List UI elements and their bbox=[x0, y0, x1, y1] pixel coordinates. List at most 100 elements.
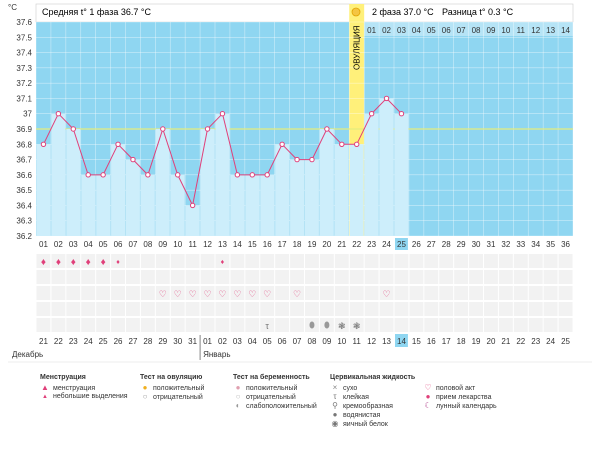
calendar-cell bbox=[424, 318, 439, 332]
calendar-cell bbox=[469, 254, 483, 268]
calendar-cell bbox=[394, 302, 409, 316]
pill-icon: ● bbox=[425, 392, 431, 401]
calendar-cell bbox=[66, 286, 81, 300]
cycle-day-label: 30 bbox=[472, 240, 481, 249]
temperature-bar bbox=[170, 174, 185, 236]
calendar-cell bbox=[230, 270, 245, 284]
calendar-cell bbox=[215, 318, 230, 332]
y-tick-label: 36.2 bbox=[16, 232, 32, 241]
temperature-point bbox=[234, 172, 241, 178]
calendar-date: 12 bbox=[367, 337, 376, 346]
legend: Менструация ▲ менструация ▲ небольшие выде… bbox=[40, 374, 600, 458]
calendar-cell bbox=[469, 318, 483, 332]
phase2-day-label: 11 bbox=[517, 26, 526, 35]
calendar-cell bbox=[558, 302, 573, 316]
drop-light-icon: ▲ bbox=[42, 394, 48, 400]
temperature-point bbox=[368, 111, 375, 117]
temperature-bar bbox=[36, 144, 51, 236]
mucus-egg-white-icon: ❃ bbox=[338, 321, 346, 331]
calendar-cell bbox=[543, 254, 558, 268]
temperature-point bbox=[70, 126, 76, 132]
cycle-day-label: 17 bbox=[278, 240, 287, 249]
calendar-cell bbox=[498, 286, 513, 300]
calendar-cell bbox=[155, 270, 170, 284]
temperature-point bbox=[160, 126, 166, 132]
sticky-icon: τ bbox=[333, 392, 337, 401]
cycle-day-label: 15 bbox=[248, 240, 257, 249]
menstruation-icon: ♦ bbox=[101, 257, 106, 268]
temperature-bar bbox=[319, 129, 334, 236]
temperature-point bbox=[40, 141, 47, 147]
ovulation-label: ОВУЛЯЦИЯ bbox=[353, 25, 362, 70]
test-positive-icon: ● bbox=[235, 383, 241, 392]
temperature-bars bbox=[36, 98, 409, 236]
calendar-cell bbox=[469, 302, 483, 316]
legend-title: Тест на овуляцию bbox=[140, 374, 203, 381]
legend-item: положительный bbox=[246, 385, 298, 392]
calendar-date: 10 bbox=[337, 337, 346, 346]
calendar-cell bbox=[349, 302, 364, 316]
menstruation-icon: ♦ bbox=[41, 257, 46, 268]
calendar-cell bbox=[215, 270, 230, 284]
cycle-day-label: 24 bbox=[382, 240, 391, 249]
temperature-bar bbox=[140, 174, 155, 236]
calendar-cell bbox=[200, 254, 215, 268]
calendar-cell bbox=[513, 270, 528, 284]
spotting-icon: ♦ bbox=[221, 259, 225, 266]
calendar-cell bbox=[260, 270, 275, 284]
cycle-day-label: 20 bbox=[322, 240, 331, 249]
phase1-average: Средняя t° 1 фаза 36.7 °C bbox=[42, 7, 151, 17]
phase2-day-label: 03 bbox=[397, 26, 406, 35]
calendar-date: 19 bbox=[472, 337, 481, 346]
temperature-bar bbox=[245, 174, 260, 236]
calendar-date: 24 bbox=[84, 337, 93, 346]
temperature-point bbox=[115, 141, 121, 147]
moon-icon: ☾ bbox=[424, 401, 432, 410]
calendar-cell bbox=[424, 270, 439, 284]
calendar-cell bbox=[245, 254, 260, 268]
calendar-cell bbox=[305, 270, 319, 284]
phase2-day-label: 14 bbox=[561, 26, 570, 35]
calendar-cell bbox=[305, 302, 319, 316]
calendar-cell bbox=[409, 302, 424, 316]
calendar-cell bbox=[260, 318, 275, 332]
temperature-bar bbox=[275, 144, 290, 236]
cycle-day-label: 06 bbox=[114, 240, 123, 249]
calendar-cell bbox=[111, 318, 125, 332]
calendar-cell bbox=[290, 254, 304, 268]
calendar-cell bbox=[245, 286, 260, 300]
calendar-date: 23 bbox=[531, 337, 540, 346]
calendar-cell bbox=[36, 318, 51, 332]
calendar-cell bbox=[409, 270, 424, 284]
calendar-cell bbox=[305, 254, 319, 268]
menstruation-icon: ♦ bbox=[71, 257, 76, 268]
calendar-cell bbox=[543, 318, 558, 332]
mucus-egg-white-icon: ❃ bbox=[353, 321, 361, 331]
calendar-cell bbox=[290, 286, 304, 300]
calendar-date: 29 bbox=[158, 337, 167, 346]
month-label: Январь bbox=[203, 350, 230, 359]
temperature-point bbox=[219, 111, 226, 117]
calendar-cell bbox=[290, 270, 304, 284]
calendar-cell bbox=[260, 254, 275, 268]
calendar-cell bbox=[409, 254, 424, 268]
temperature-bar bbox=[81, 174, 96, 236]
mucus-sticky-icon: τ bbox=[265, 321, 269, 331]
calendar-cell bbox=[409, 286, 424, 300]
calendar-cell bbox=[543, 302, 558, 316]
calendar-cell bbox=[36, 302, 51, 316]
temperature-point bbox=[189, 202, 196, 209]
calendar-cell bbox=[290, 302, 304, 316]
phase2-day-label: 10 bbox=[501, 26, 510, 35]
calendar-cell bbox=[51, 318, 66, 332]
calendar-date: 30 bbox=[173, 337, 182, 346]
calendar-date: 20 bbox=[487, 337, 496, 346]
calendar-cell bbox=[379, 270, 394, 284]
legend-item: яичный белок bbox=[343, 421, 388, 428]
calendar-cell bbox=[36, 270, 51, 284]
menstruation-icon: ♦ bbox=[56, 257, 61, 268]
temperature-bar bbox=[215, 113, 230, 236]
sun-negative-icon: ○ bbox=[142, 392, 148, 401]
calendar-cell bbox=[230, 286, 245, 300]
calendar-cell bbox=[81, 254, 96, 268]
